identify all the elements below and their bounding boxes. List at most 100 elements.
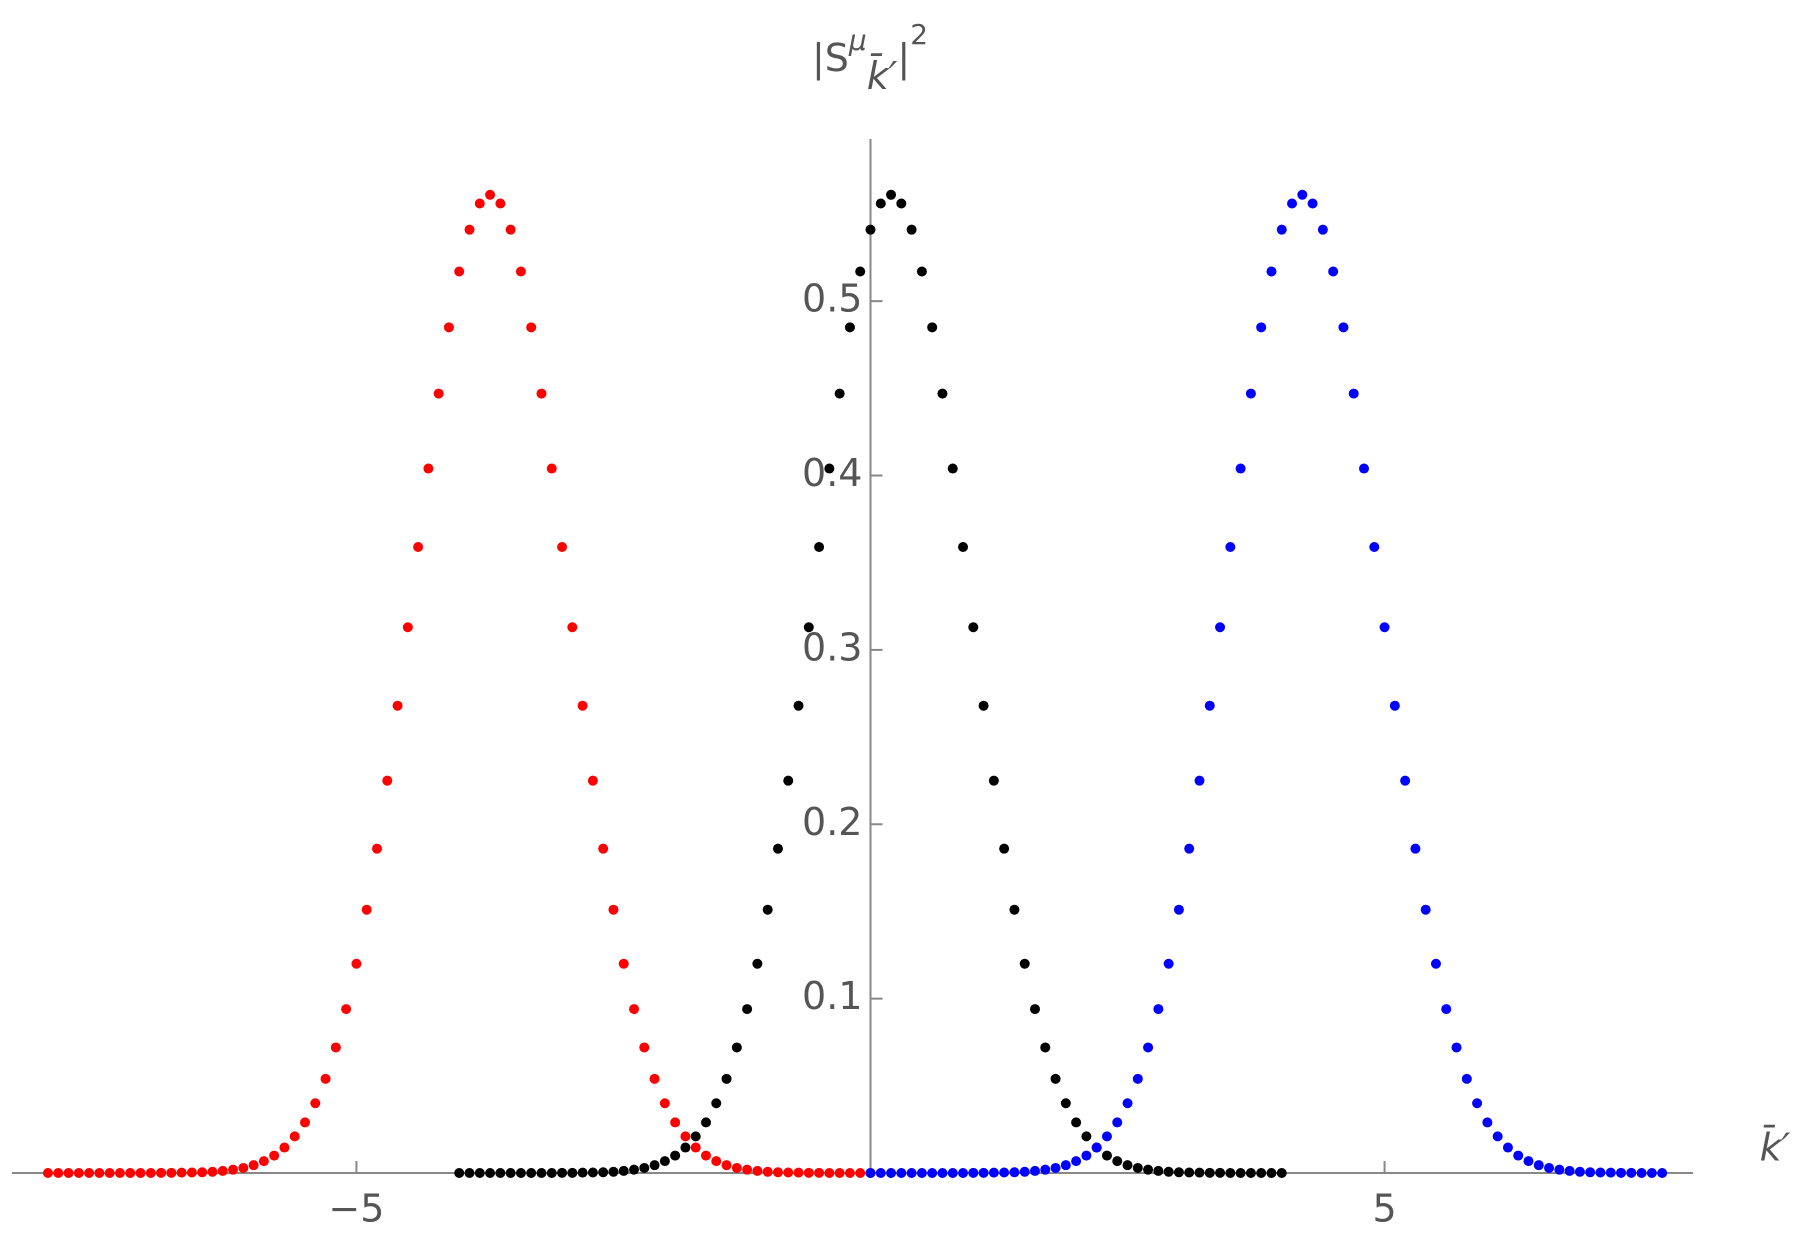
data-point	[618, 1165, 629, 1176]
data-point	[351, 958, 362, 969]
data-point	[1029, 1165, 1040, 1176]
data-point	[700, 1117, 711, 1128]
data-point	[649, 1073, 660, 1084]
data-point	[423, 463, 434, 474]
data-point	[1101, 1131, 1112, 1142]
data-point	[536, 1168, 547, 1178]
data-point	[978, 700, 989, 711]
data-point	[1071, 1117, 1082, 1128]
data-point	[690, 1131, 701, 1142]
data-point	[886, 1168, 897, 1178]
data-point	[1461, 1073, 1472, 1084]
data-point	[1163, 1166, 1174, 1177]
data-point	[1657, 1168, 1668, 1178]
data-point	[1472, 1098, 1483, 1109]
data-point	[618, 958, 629, 969]
data-point	[700, 1150, 711, 1161]
data-point	[1256, 322, 1267, 333]
data-point	[587, 1167, 598, 1178]
data-point	[855, 266, 866, 277]
data-point	[495, 198, 506, 209]
data-point	[474, 1168, 485, 1178]
data-point	[731, 1162, 742, 1173]
data-point	[1029, 1004, 1040, 1015]
data-point	[1019, 1166, 1030, 1177]
data-point	[690, 1142, 701, 1153]
data-point	[176, 1167, 187, 1178]
x-tick-label: −5	[328, 1187, 384, 1231]
data-point	[1451, 1042, 1462, 1053]
data-point	[382, 775, 393, 786]
data-point	[875, 198, 886, 209]
data-point	[1400, 775, 1411, 786]
data-point	[762, 904, 773, 915]
data-point	[1595, 1167, 1606, 1178]
data-point	[886, 189, 897, 200]
data-point	[1297, 189, 1308, 200]
data-point	[1040, 1164, 1051, 1175]
data-point	[865, 1168, 876, 1178]
data-point	[968, 1167, 979, 1178]
data-point	[1235, 463, 1246, 474]
data-point	[1513, 1150, 1524, 1161]
data-point	[834, 388, 845, 399]
data-point	[433, 388, 444, 399]
data-point	[1112, 1156, 1123, 1167]
data-point	[1430, 958, 1441, 969]
data-point	[1276, 1168, 1287, 1178]
data-point	[310, 1098, 321, 1109]
data-point	[598, 843, 609, 854]
data-point	[762, 1166, 773, 1177]
data-point	[135, 1168, 146, 1178]
y-label-part: |S	[812, 36, 849, 81]
data-point	[958, 542, 969, 553]
data-point	[927, 322, 938, 333]
data-point	[988, 1167, 999, 1178]
data-point	[916, 266, 927, 277]
data-point	[896, 198, 907, 209]
data-point	[793, 700, 804, 711]
data-point	[1184, 1167, 1195, 1178]
data-point	[443, 322, 454, 333]
data-point	[680, 1142, 691, 1153]
y-label-power: 2	[910, 18, 928, 51]
data-point	[916, 1168, 927, 1178]
data-point	[1194, 1167, 1205, 1178]
data-point	[1081, 1150, 1092, 1161]
data-point	[1245, 1168, 1256, 1178]
data-point	[629, 1004, 640, 1015]
y-axis-label: |Sμk̄′|2	[812, 18, 928, 98]
data-point	[546, 463, 557, 474]
data-point	[515, 266, 526, 277]
x-axis-label: k̄′	[1760, 1126, 1791, 1170]
data-point	[84, 1168, 95, 1178]
data-point	[156, 1167, 167, 1178]
data-point	[783, 775, 794, 786]
data-point	[577, 1167, 588, 1178]
data-point	[1215, 1167, 1226, 1178]
data-point	[567, 1167, 578, 1178]
data-point	[608, 1166, 619, 1177]
data-point	[1143, 1042, 1154, 1053]
data-point	[1554, 1164, 1565, 1175]
data-point	[1276, 224, 1287, 235]
data-point	[814, 542, 825, 553]
data-point	[1369, 542, 1380, 553]
data-point	[629, 1164, 640, 1175]
data-point	[1523, 1156, 1534, 1167]
data-point	[464, 224, 475, 235]
data-point	[1060, 1160, 1071, 1171]
data-point	[1071, 1156, 1082, 1167]
data-point	[1081, 1131, 1092, 1142]
data-point	[1245, 388, 1256, 399]
data-point	[207, 1166, 218, 1177]
data-point	[844, 1168, 855, 1178]
data-point	[824, 463, 835, 474]
data-point	[485, 1168, 496, 1178]
data-point	[947, 1168, 958, 1178]
data-point	[731, 1042, 742, 1053]
data-point	[1050, 1073, 1061, 1084]
data-point	[104, 1168, 115, 1178]
data-point	[803, 1167, 814, 1178]
